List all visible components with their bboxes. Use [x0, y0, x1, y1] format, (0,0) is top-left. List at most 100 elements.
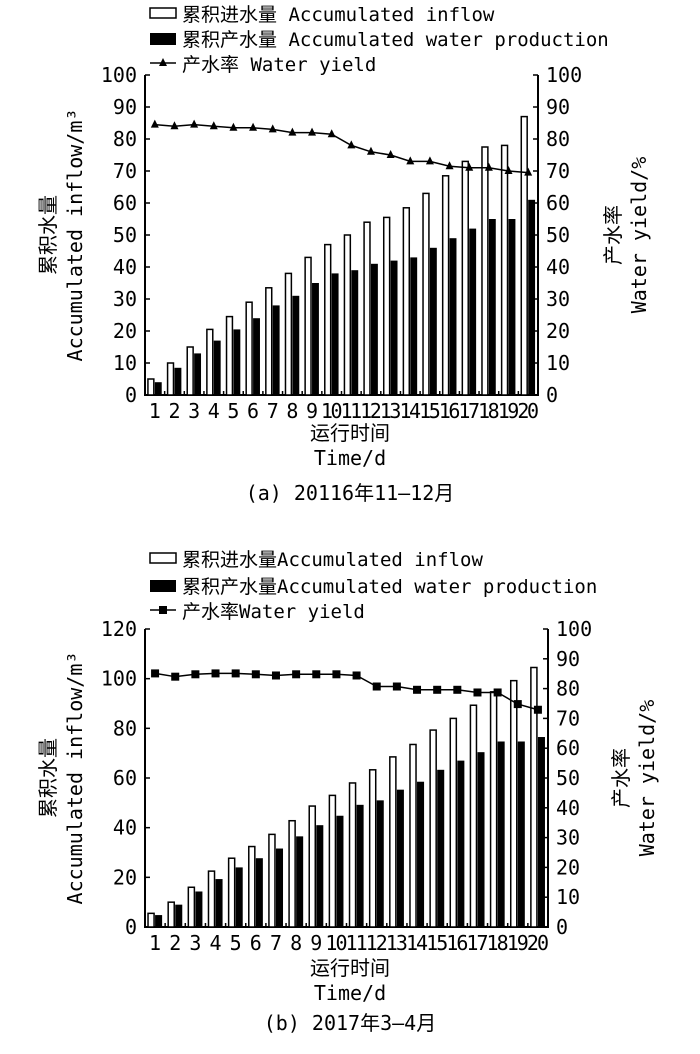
point-water-yield — [484, 162, 493, 171]
bar-production — [537, 737, 545, 927]
bar-production — [213, 340, 221, 395]
bar-production — [370, 263, 378, 395]
x-tick-label: 1 — [149, 931, 161, 955]
bar-production — [155, 915, 163, 927]
x-tick-label: 8 — [286, 399, 298, 423]
bar-inflow — [166, 362, 175, 396]
x-tick-label: 14 — [399, 399, 421, 423]
point-water-yield — [413, 685, 422, 694]
chart-b: 累积进水量Accumulated inflow 累积产水量Accumulated … — [36, 549, 659, 1035]
legend-swatch-production — [150, 580, 176, 592]
bar-inflow — [368, 769, 377, 928]
x-tick-label: 3 — [189, 931, 201, 955]
bar-inflow — [288, 819, 296, 928]
bar-inflow — [509, 679, 518, 928]
bar-production — [396, 789, 404, 927]
legend-label: 产水率 Water yield — [182, 54, 376, 76]
bar-inflow — [265, 287, 273, 396]
point-water-yield — [372, 682, 381, 691]
bar-inflow — [245, 301, 253, 396]
bar-inflow — [206, 328, 214, 396]
x-tick-label: 5 — [230, 931, 242, 955]
bar-production — [528, 199, 536, 395]
y-axis-label-cn: 累积水量 — [36, 738, 60, 818]
y2-tick-label: 0 — [546, 383, 558, 407]
bar-production — [272, 305, 280, 395]
bar-production — [429, 247, 437, 395]
bar-inflow — [328, 794, 337, 928]
y-tick-label: 30 — [113, 287, 137, 311]
y-tick-label: 40 — [113, 816, 137, 840]
y-tick-label: 90 — [113, 95, 137, 119]
bar-production — [497, 741, 505, 927]
y2-tick-label: 10 — [546, 351, 570, 375]
legend-swatch-production — [150, 33, 176, 45]
point-water-yield — [347, 140, 356, 149]
legend-label: 累积产水量 Accumulated water production — [182, 29, 609, 51]
bar-inflow — [449, 717, 458, 928]
y2-tick-label: 30 — [556, 826, 580, 850]
x-tick-label: 5 — [227, 399, 239, 423]
x-tick-label: 2 — [169, 931, 181, 955]
line-water-yield — [154, 123, 529, 174]
bar-production — [195, 891, 203, 927]
x-tick-label: 11 — [346, 931, 368, 955]
x-tick-label: 2 — [168, 399, 180, 423]
bar-inflow — [429, 729, 437, 928]
y2-axis-label-cn: 产水率 — [609, 748, 633, 808]
bar-production — [233, 329, 241, 395]
x-tick-label: 11 — [341, 399, 363, 423]
y-tick-label: 40 — [113, 255, 137, 279]
bar-production — [390, 260, 398, 395]
figure-caption: (b) 2017年3—4月 — [264, 1011, 436, 1035]
legend-marker-icon — [159, 606, 167, 614]
x-tick-label: 15 — [426, 931, 448, 955]
point-water-yield — [433, 685, 442, 694]
bar-production — [469, 228, 477, 395]
point-water-yield — [533, 705, 542, 714]
y-axis-label: Accumulated inflow/m³ — [63, 109, 87, 362]
point-water-yield — [292, 670, 301, 679]
bar-production — [336, 815, 344, 927]
y2-tick-label: 30 — [546, 287, 570, 311]
bar-inflow — [402, 207, 411, 396]
bar-production — [376, 800, 384, 927]
y-tick-label: 20 — [113, 319, 137, 343]
point-water-yield — [352, 671, 361, 680]
x-tick-label: 1 — [149, 399, 161, 423]
figure-caption: (a) 20116年11—12月 — [246, 481, 455, 505]
x-tick-label: 4 — [210, 931, 222, 955]
y2-tick-label: 40 — [556, 796, 580, 820]
point-water-yield — [209, 121, 218, 130]
bar-inflow — [469, 704, 478, 928]
x-tick-label: 8 — [290, 931, 302, 955]
point-water-yield — [392, 682, 401, 691]
point-water-yield — [453, 685, 462, 694]
y2-tick-label: 100 — [546, 63, 582, 87]
legend-label: 累积进水量 Accumulated inflow — [182, 4, 495, 26]
bar-inflow — [284, 272, 293, 396]
point-water-yield — [170, 121, 179, 130]
bar-inflow — [186, 346, 194, 396]
y-axis-label-cn: 累积水量 — [36, 195, 60, 275]
y2-axis-label: Water yield/% — [635, 700, 659, 857]
bar-inflow — [225, 315, 234, 396]
point-water-yield — [288, 127, 297, 136]
x-tick-label: 17 — [466, 931, 488, 955]
point-water-yield — [251, 670, 260, 679]
y-tick-label: 70 — [113, 159, 137, 183]
y2-tick-label: 90 — [556, 647, 580, 671]
x-tick-label: 13 — [386, 931, 408, 955]
legend-marker-icon — [159, 58, 167, 66]
bar-production — [477, 752, 485, 927]
y-tick-label: 120 — [101, 617, 137, 641]
bar-production — [437, 769, 445, 927]
bar-inflow — [167, 901, 175, 928]
bar-production — [154, 382, 162, 395]
point-water-yield — [406, 156, 415, 165]
y-tick-label: 0 — [125, 915, 137, 939]
bar-inflow — [348, 782, 357, 928]
bar-production — [331, 273, 339, 395]
x-tick-label: 19 — [498, 399, 520, 423]
